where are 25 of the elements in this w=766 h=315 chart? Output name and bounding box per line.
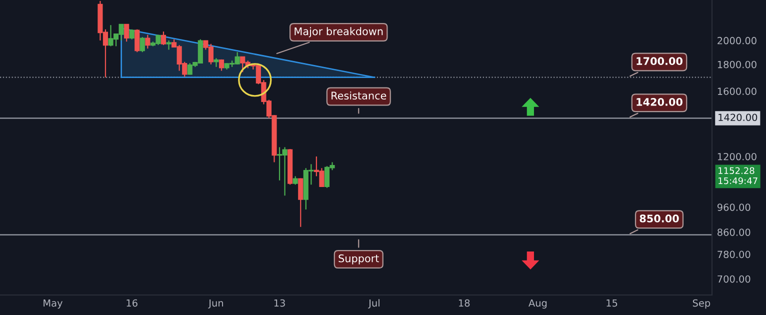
x-tick-label: Jun — [208, 299, 224, 308]
x-tick-label: 13 — [274, 299, 285, 307]
x-tick-label: May — [44, 299, 62, 309]
y-tick-label: 1200.00 — [718, 152, 756, 160]
y-tick-label: 700.00 — [718, 275, 750, 283]
ref-line-label: 850.00 — [640, 214, 679, 222]
annotation: Major breakdown — [294, 27, 383, 38]
y-tick-label: 2000.00 — [718, 36, 756, 44]
x-tick-label: Jul — [368, 299, 380, 308]
text: 1152.28 15:49:47 — [718, 167, 758, 184]
x-tick-label: 18 — [459, 299, 470, 307]
annotation: Resistance — [332, 91, 386, 100]
x-tick-label: 16 — [126, 299, 138, 307]
ref-line-label: 1420.00 — [718, 114, 758, 122]
y-tick-label: 1800.00 — [718, 60, 756, 68]
ref-line-label: 1700.00 — [636, 57, 682, 66]
y-tick-label: 780.00 — [718, 250, 750, 258]
annotation: Support — [338, 254, 379, 264]
annotation: 1420.00 — [636, 98, 682, 106]
y-tick-label: 1600.00 — [718, 88, 756, 95]
x-tick-label: 15 — [606, 299, 618, 307]
x-tick-label: Aug — [528, 299, 547, 309]
y-tick-label: 860.00 — [718, 228, 750, 236]
y-tick-label: 960.00 — [717, 204, 750, 211]
x-tick-label: Sep — [692, 299, 710, 309]
